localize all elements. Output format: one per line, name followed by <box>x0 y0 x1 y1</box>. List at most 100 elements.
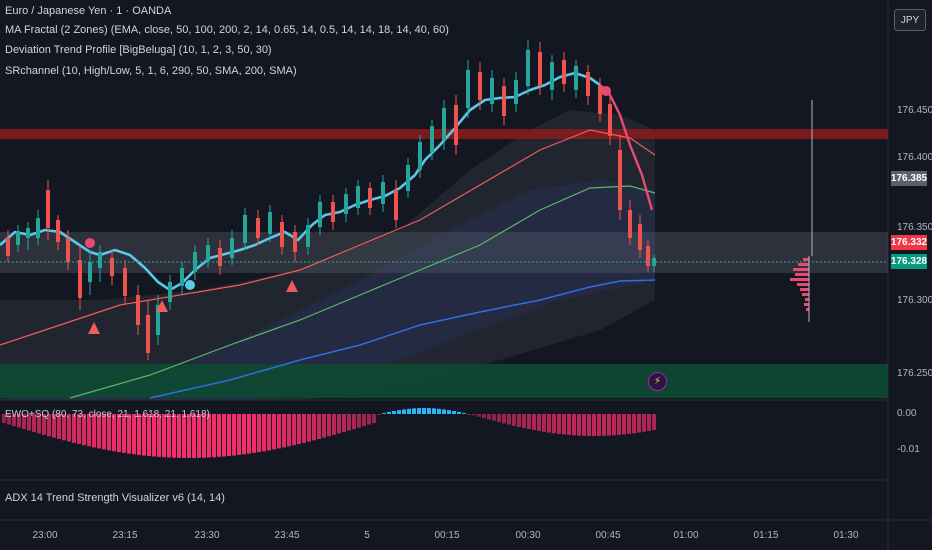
histogram-bar <box>322 414 326 438</box>
histogram-bar <box>577 414 581 436</box>
histogram-bar <box>372 414 376 424</box>
histogram-bar <box>482 414 486 419</box>
histogram-bar <box>252 414 256 453</box>
histogram-bar <box>297 414 301 445</box>
histogram-bar <box>37 414 41 434</box>
histogram-bar <box>347 414 351 431</box>
histogram-bar <box>387 411 391 414</box>
histogram-bar <box>82 414 86 446</box>
histogram-bar <box>352 414 356 430</box>
histogram-bar <box>317 414 321 439</box>
buy-signal-marker <box>88 322 100 334</box>
histogram-bar <box>117 414 121 453</box>
histogram-bar <box>492 414 496 421</box>
histogram-bar <box>127 414 131 454</box>
indicator-deviation-trend[interactable]: Deviation Trend Profile [BigBeluga] (10,… <box>5 44 272 56</box>
histogram-bar <box>637 414 641 433</box>
histogram-bar <box>487 414 491 420</box>
histogram-bar <box>172 414 176 458</box>
time-axis-label: 23:00 <box>32 530 58 541</box>
histogram-bar <box>232 414 236 456</box>
histogram-bar <box>647 414 651 431</box>
price-axis-label: 176.350 <box>897 222 932 233</box>
histogram-bar <box>497 414 501 423</box>
histogram-bar <box>417 408 421 414</box>
price-tag-green: 176.328 <box>890 254 928 269</box>
histogram-bar <box>367 414 371 425</box>
histogram-bar <box>267 414 271 451</box>
histogram-bar <box>517 414 521 427</box>
histogram-bar <box>437 408 441 414</box>
histogram-bar <box>537 414 541 431</box>
time-axis-label: 01:30 <box>833 530 859 541</box>
ma-ribbon-band <box>0 110 655 400</box>
histogram-bar <box>312 414 316 441</box>
histogram-bar <box>462 412 466 414</box>
price-axis-label: 176.400 <box>897 152 932 163</box>
histogram-bar <box>242 414 246 455</box>
histogram-bar <box>432 408 436 414</box>
price-axis-label: 176.300 <box>897 295 932 306</box>
histogram-bar <box>22 414 26 430</box>
price-tag-grey: 176.385 <box>890 171 928 186</box>
time-axis-label: 23:30 <box>194 530 220 541</box>
histogram-bar <box>32 414 36 433</box>
histogram-bar <box>187 414 191 458</box>
histogram-bar <box>277 414 281 449</box>
histogram-bar <box>152 414 156 457</box>
histogram-bar <box>562 414 566 435</box>
histogram-bar <box>557 414 561 434</box>
histogram-bar <box>597 414 601 436</box>
histogram-bar <box>112 414 116 452</box>
histogram-bar <box>2 414 6 424</box>
histogram-bar <box>107 414 111 451</box>
histogram-bar <box>337 414 341 434</box>
indicator-ma-fractal[interactable]: MA Fractal (2 Zones) (EMA, close, 50, 10… <box>5 24 449 36</box>
histogram-bar <box>332 414 336 435</box>
indicator-adx-visualizer[interactable]: ADX 14 Trend Strength Visualizer v6 (14,… <box>5 492 225 504</box>
histogram-bar <box>67 414 71 442</box>
histogram-bar <box>642 414 646 432</box>
ewo-histogram <box>2 408 656 458</box>
time-axis-label: 23:15 <box>112 530 138 541</box>
indicator-ewo-sq[interactable]: EWO+SQ (80, 73, close, 21, 1.618, 21, 1.… <box>5 409 210 420</box>
histogram-bar <box>7 414 11 425</box>
histogram-bar <box>627 414 631 434</box>
histogram-bar <box>522 414 526 429</box>
histogram-bar <box>122 414 126 453</box>
histogram-bar <box>227 414 231 457</box>
histogram-bar <box>147 414 151 457</box>
buy-signal-marker <box>286 280 298 292</box>
histogram-bar <box>247 414 251 454</box>
histogram-bar <box>182 414 186 458</box>
histogram-bar <box>77 414 81 445</box>
histogram-bar <box>92 414 96 448</box>
histogram-bar <box>607 414 611 436</box>
histogram-bar <box>57 414 61 439</box>
histogram-bar <box>287 414 291 447</box>
ema200-line <box>149 279 656 399</box>
histogram-bar <box>442 409 446 414</box>
histogram-bar <box>382 412 386 414</box>
pivot-marker-red <box>85 238 95 248</box>
histogram-bar <box>342 414 346 433</box>
histogram-bar <box>602 414 606 436</box>
histogram-bar <box>552 414 556 434</box>
symbol-title[interactable]: Euro / Japanese Yen · 1 · OANDA <box>5 5 172 17</box>
histogram-bar <box>617 414 621 435</box>
time-axis-label: 01:00 <box>673 530 699 541</box>
histogram-bar <box>237 414 241 455</box>
currency-button[interactable]: JPY <box>894 9 926 31</box>
price-axis-label: 176.450 <box>897 105 932 116</box>
histogram-bar <box>197 414 201 458</box>
lightning-icon[interactable]: ⚡ <box>648 372 667 391</box>
time-axis-label: 23:45 <box>274 530 300 541</box>
histogram-bar <box>567 414 571 435</box>
histogram-bar <box>477 414 481 417</box>
histogram-bar <box>62 414 66 441</box>
histogram-bar <box>532 414 536 431</box>
indicator-srchannel[interactable]: SRchannel (10, High/Low, 5, 1, 6, 290, 5… <box>5 65 297 77</box>
histogram-bar <box>142 414 146 456</box>
histogram-bar <box>97 414 101 449</box>
